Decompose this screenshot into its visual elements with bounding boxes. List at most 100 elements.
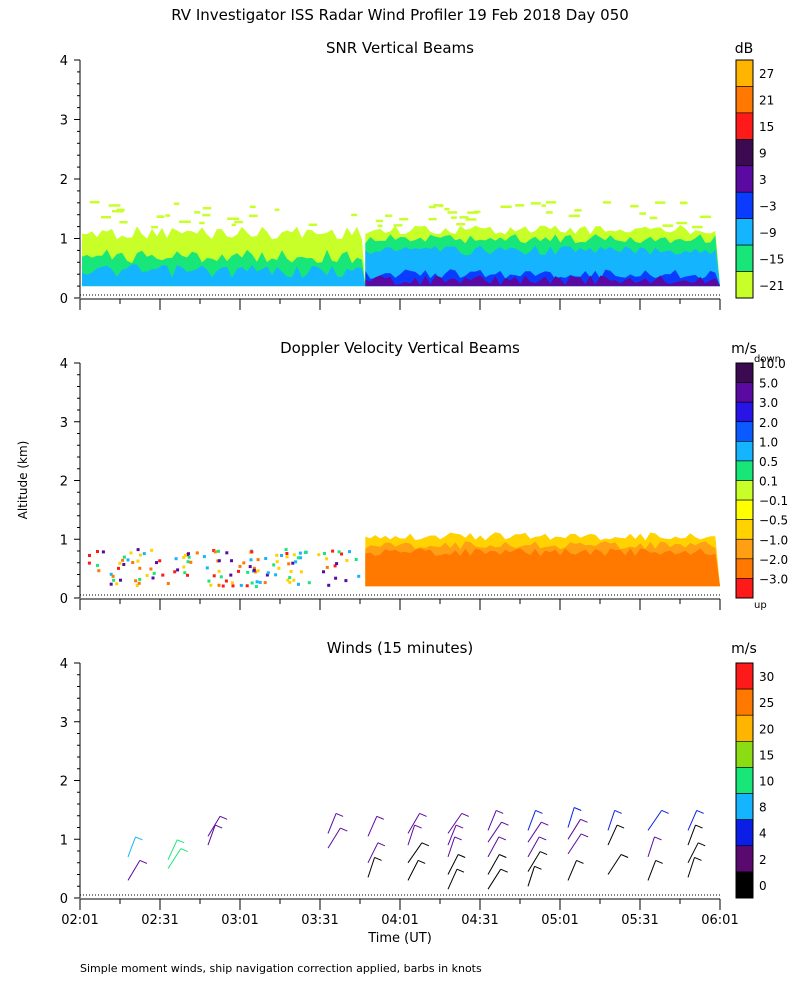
doppler-scatter-cell <box>237 569 240 573</box>
doppler-colorbar-swatch <box>735 519 754 540</box>
doppler-colorbar-swatch <box>735 460 754 481</box>
snr-colorbar-swatch <box>735 139 754 167</box>
doppler-scatter-cell <box>344 579 348 583</box>
doppler-scatter-cell <box>187 555 191 559</box>
doppler-scatter-cell <box>118 561 122 565</box>
wind-barb-flag <box>335 812 344 817</box>
wind-barb <box>527 851 541 872</box>
doppler-scatter-cell <box>254 585 258 589</box>
doppler-colorbar-swatch <box>735 538 754 560</box>
snr-sparse-echo <box>393 224 403 227</box>
doppler-scatter-cell <box>340 552 343 556</box>
wind-barb-flag <box>418 859 426 864</box>
wind-barb <box>127 860 141 881</box>
winds-x-tick-label: 02:31 <box>141 913 178 928</box>
doppler-scatter-cell <box>101 550 105 554</box>
wind-barb-flag <box>661 809 669 814</box>
doppler-scatter-cell <box>205 566 209 570</box>
wind-barb <box>567 860 577 881</box>
snr-sparse-echo <box>630 204 639 208</box>
doppler-scatter-cell <box>121 558 125 562</box>
winds-colorbar-frame <box>735 662 754 899</box>
doppler-scatter-cell <box>284 548 288 552</box>
doppler-scatter-cell <box>325 565 329 569</box>
doppler-scatter-cell <box>225 551 229 555</box>
snr-sparse-echo <box>568 214 580 218</box>
snr-colorbar-swatch <box>735 86 754 114</box>
doppler-scatter-cell <box>111 574 115 578</box>
doppler-scatter-cell <box>250 581 254 585</box>
snr-y-tick-label: 0 <box>60 292 68 307</box>
wind-barb-flag <box>534 865 542 870</box>
snr-colorbar-swatch <box>735 244 754 272</box>
doppler-y-tick-label: 2 <box>60 475 68 490</box>
wind-barb <box>447 813 463 834</box>
doppler-echo-layer <box>365 548 720 587</box>
snr-colorbar-swatch <box>735 165 754 193</box>
doppler-scatter-cell <box>151 576 155 580</box>
snr-colorbar-label: 21 <box>759 94 774 108</box>
snr-sparse-echo <box>428 217 437 221</box>
doppler-scatter-cell <box>255 580 259 584</box>
snr-sparse-echo <box>680 201 687 204</box>
wind-barb <box>527 821 542 843</box>
wind-barb-flag <box>581 833 589 838</box>
wind-barb-flag <box>374 856 382 861</box>
doppler-scatter-cell <box>136 559 140 563</box>
wind-barb <box>687 842 699 864</box>
winds-colorbar-swatch <box>735 819 754 847</box>
wind-barb <box>487 810 497 831</box>
snr-colorbar-label: −21 <box>759 279 784 293</box>
doppler-scatter-cell <box>183 571 187 575</box>
doppler-scatter-cell <box>96 563 99 567</box>
doppler-scatter-cell <box>322 570 325 574</box>
doppler-scatter-cell <box>135 584 139 587</box>
winds-y-tick-label: 4 <box>60 657 68 672</box>
snr-sparse-echo <box>574 209 582 212</box>
doppler-scatter-cell <box>256 558 260 562</box>
doppler-scatter-cell <box>252 568 256 572</box>
doppler-scatter-cell <box>117 566 120 570</box>
doppler-scatter-cell <box>275 553 279 557</box>
doppler-scatter-cell <box>109 582 113 586</box>
snr-echo-layer <box>365 275 720 287</box>
wind-barb-flag <box>698 842 706 847</box>
snr-sparse-echo <box>459 216 469 219</box>
doppler-scatter-cell <box>189 560 193 564</box>
wind-barb-flag <box>614 809 622 814</box>
wind-barb-flag <box>454 836 462 841</box>
doppler-colorbar-label: 10.0 <box>759 357 786 371</box>
wind-barb-flag <box>500 868 508 873</box>
doppler-colorbar-bottom-label: up <box>754 600 767 611</box>
snr-sparse-echo <box>112 210 124 213</box>
doppler-scatter-cell <box>166 582 170 585</box>
snr-sparse-echo <box>439 204 444 208</box>
doppler-scatter-cell <box>209 583 213 587</box>
snr-sparse-echo <box>602 201 612 204</box>
winds-x-tick-label: 02:01 <box>61 913 98 928</box>
doppler-scatter-cell <box>263 581 267 585</box>
doppler-scatter-cell <box>186 573 189 577</box>
doppler-colorbar-swatch <box>735 401 754 423</box>
wind-barb-flag <box>421 842 430 847</box>
wind-barb <box>527 810 536 831</box>
doppler-scatter-cell <box>292 553 296 557</box>
wind-barb <box>207 824 216 846</box>
snr-panel: SNR Vertical Beams 0 1 2 3 4 dB 27 21 15 9 3 −3 −9 −15… <box>60 39 784 310</box>
snr-sparse-echo <box>156 215 165 218</box>
doppler-scatter-cell <box>265 573 269 577</box>
snr-sparse-echo <box>639 212 647 215</box>
wind-barb-flag <box>539 851 548 856</box>
doppler-scatter-cell <box>335 562 339 566</box>
snr-sparse-echo <box>173 202 180 205</box>
winds-colorbar-label: 4 <box>759 827 767 841</box>
wind-barb <box>407 824 416 846</box>
snr-colorbar-label: −9 <box>759 226 777 240</box>
doppler-colorbar-swatch <box>735 558 754 579</box>
snr-colorbar-label: 27 <box>759 67 774 81</box>
winds-colorbar-label: 30 <box>759 670 774 684</box>
wind-barb <box>487 821 502 843</box>
footnote: Simple moment winds, ship navigation cor… <box>80 962 482 975</box>
winds-y-tick-label: 3 <box>60 716 68 731</box>
